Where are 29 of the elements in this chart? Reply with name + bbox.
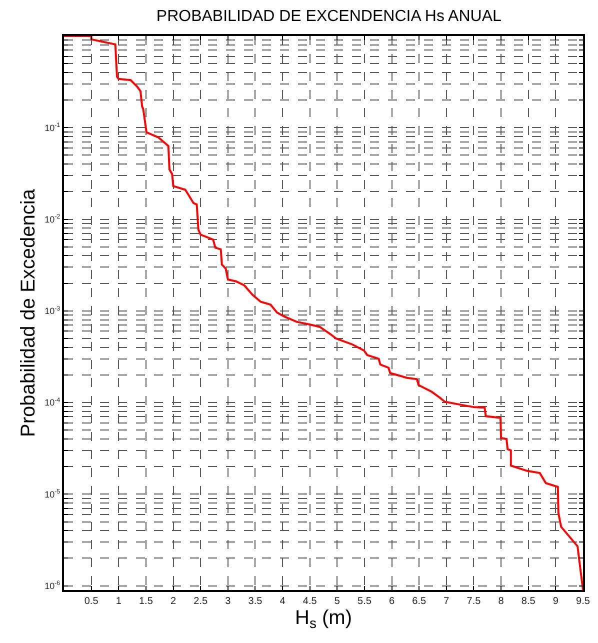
y-tick-label: 10$^{-3}$	[44, 305, 61, 316]
y-tick-label: 10$^{-4}$	[44, 396, 61, 408]
y-tick-label: 10$^{-1}$	[44, 122, 61, 133]
x-tick-label: 5.5	[358, 596, 372, 607]
x-tick-label: 5	[334, 596, 340, 607]
x-tick-label: 9	[552, 596, 559, 607]
x-tick-label: 3	[225, 596, 232, 607]
x-tick-label: 9.5	[576, 596, 590, 607]
x-tick-label: 6.5	[412, 596, 426, 607]
x-tick-label: 1.5	[138, 596, 154, 607]
y-axis-title: Probabilidad de Excedencia	[18, 188, 40, 437]
x-tick-label: 0.5	[84, 596, 99, 607]
x-tick-label: 4	[280, 596, 286, 607]
y-tick-label: 10$^{-2}$	[44, 214, 61, 224]
x-tick-label: 7	[444, 596, 450, 607]
x-tick-label: 4.5	[302, 596, 318, 607]
x-tick-label: 1	[116, 596, 122, 607]
y-tick-label: 10$^{-5}$	[44, 488, 61, 500]
x-axis-title: H$_{s}$ (m)	[295, 607, 352, 632]
line-series	[64, 36, 583, 590]
x-tick-label: 6	[389, 596, 396, 607]
x-tick-label: 8.5	[521, 596, 536, 607]
x-tick-label: 2	[170, 596, 176, 607]
y-tick-label: 10$^{-6}$	[44, 580, 61, 591]
chart-title: PROBABILIDAD DE EXCENDENCIA Hs ANUAL	[156, 8, 502, 25]
x-tick-label: 2.5	[194, 596, 208, 607]
x-tick-label: 8	[498, 596, 504, 607]
x-tick-label: 7.5	[466, 596, 482, 607]
x-tick-label: 3.5	[248, 596, 263, 607]
